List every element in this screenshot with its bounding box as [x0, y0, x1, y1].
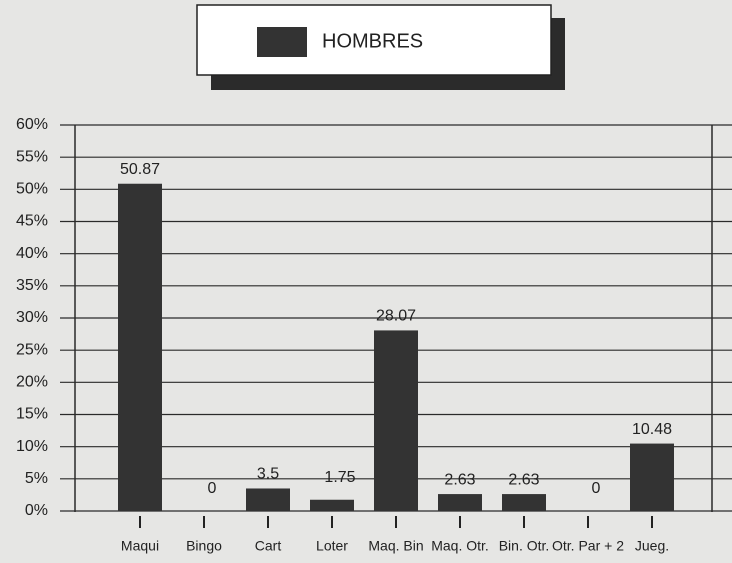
bar [502, 494, 546, 511]
y-tick-label: 10% [16, 438, 48, 455]
y-tick-label: 60% [16, 116, 48, 133]
bar [118, 183, 162, 511]
legend-swatch [257, 27, 307, 57]
y-tick-label: 5% [25, 470, 48, 487]
bar [310, 499, 354, 511]
y-tick-label: 35% [16, 277, 48, 294]
x-tick-label: Jueg. [635, 538, 669, 554]
y-tick-label: 30% [16, 309, 48, 326]
x-tick-label: Bingo [186, 538, 222, 554]
y-tick-label: 15% [16, 406, 48, 423]
x-tick-label: Otr. Par + 2 [552, 538, 624, 554]
x-tick-label: Maqui [121, 538, 159, 554]
x-tick-label: Maq. Bin [368, 538, 423, 554]
x-tick-label: Bin. Otr. [499, 538, 550, 554]
y-tick-label: 55% [16, 148, 48, 165]
x-tick-label: Maq. Otr. [431, 538, 489, 554]
data-label: 10.48 [632, 421, 672, 438]
legend-label: HOMBRES [322, 30, 423, 52]
bar [246, 488, 290, 511]
data-label: 3.5 [257, 466, 279, 483]
x-tick-label: Cart [255, 538, 282, 554]
y-tick-label: 40% [16, 245, 48, 262]
data-label: 2.63 [508, 471, 539, 488]
data-label: 0 [592, 480, 601, 497]
data-label: 50.87 [120, 161, 160, 178]
x-tick-label: Loter [316, 538, 348, 554]
y-tick-label: 50% [16, 181, 48, 198]
y-tick-label: 0% [25, 502, 48, 519]
data-label: 2.63 [444, 471, 475, 488]
legend-box [196, 4, 552, 76]
y-tick-label: 45% [16, 213, 48, 230]
bar [630, 443, 674, 511]
data-label: 0 [208, 480, 217, 497]
data-label: 1.75 [324, 469, 355, 486]
y-tick-label: 25% [16, 341, 48, 358]
bar [374, 330, 418, 511]
y-tick-label: 20% [16, 374, 48, 391]
data-label: 28.07 [376, 308, 416, 325]
bar [438, 494, 482, 511]
